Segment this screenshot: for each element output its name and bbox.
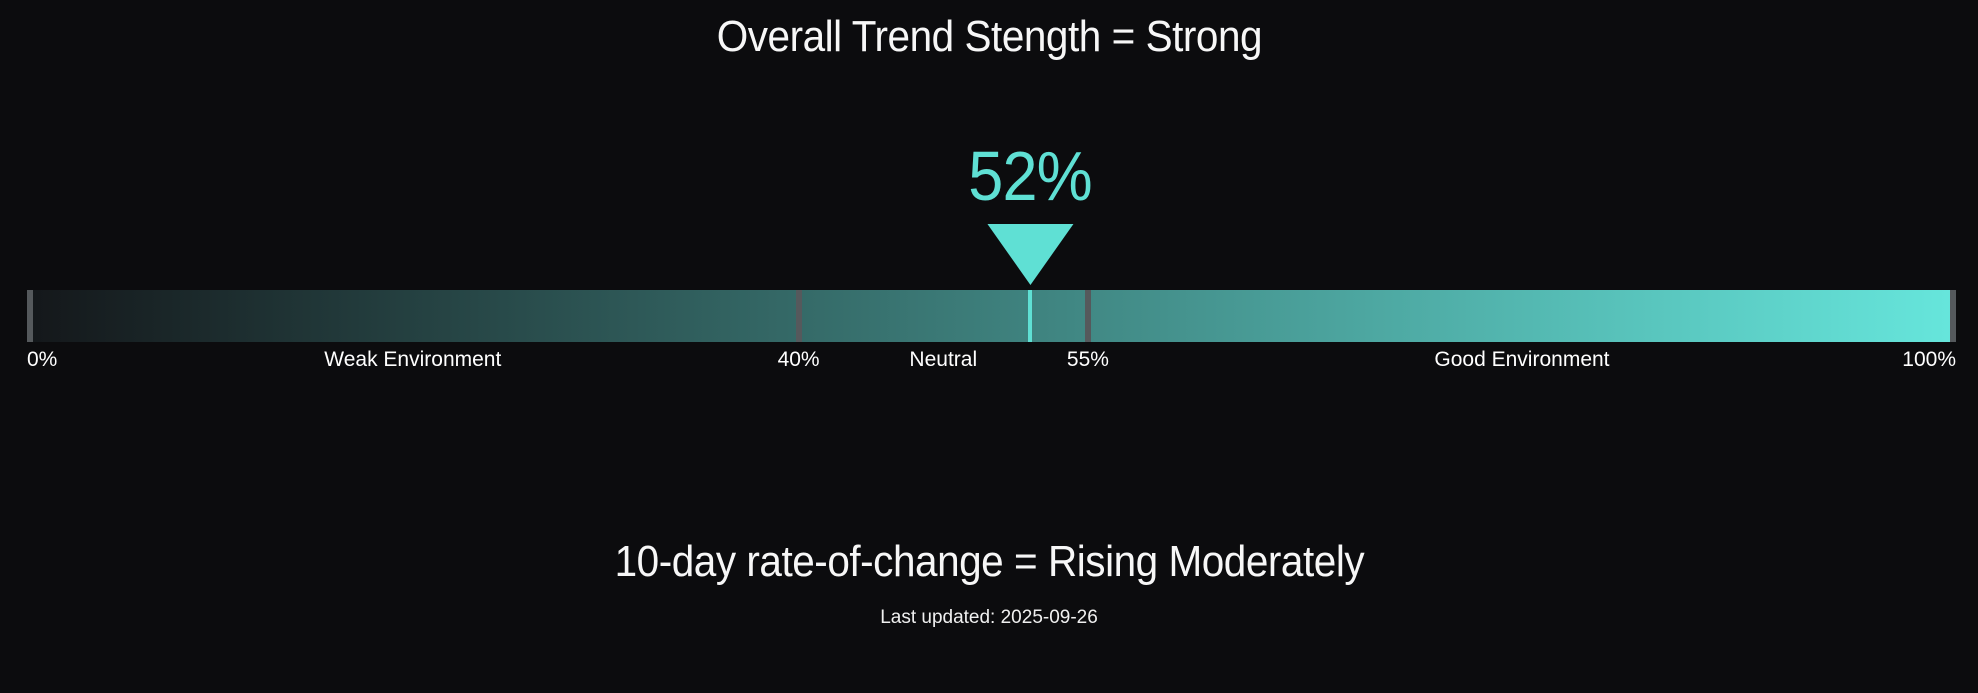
gauge-tick-55: [1084, 290, 1091, 342]
gauge-value-label: 52%: [962, 141, 1099, 211]
tick-label-40: 40%: [777, 348, 820, 371]
zone-label-good-environment: Good Environment: [1434, 348, 1610, 371]
tick-label-55: 55%: [1066, 348, 1109, 371]
page-title-text: Overall Trend Stength = Strong: [716, 12, 1262, 61]
down-arrow-icon: [987, 224, 1074, 285]
tick-label-100: 100%: [1902, 348, 1956, 371]
gauge-area: 52% 0% 40% 55% 100% Weak Environment Neutral G…: [27, 0, 1956, 693]
gauge-gradient-bar: [27, 290, 1956, 342]
gauge-tick-100: [1950, 290, 1956, 342]
zone-label-weak-environment: Weak Environment: [324, 348, 502, 371]
gauge-value-text: 52%: [968, 137, 1092, 215]
gauge-current-value-line: [1028, 290, 1033, 342]
tick-label-0: 0%: [27, 348, 58, 371]
last-updated-label: Last updated: 2025-09-26: [880, 607, 1098, 628]
rate-of-change-text: 10-day rate-of-change = Rising Moderatel…: [614, 537, 1364, 586]
page-title: Overall Trend Stength = Strong: [0, 12, 1978, 63]
gauge-axis-labels: 0% 40% 55% 100% Weak Environment Neutral Good …: [27, 347, 1956, 377]
gauge-value-marker: 52%: [962, 141, 1099, 285]
rate-of-change-subtitle: 10-day rate-of-change = Rising Moderatel…: [0, 537, 1978, 588]
zone-label-neutral: Neutral: [909, 348, 978, 371]
gauge-tick-0: [27, 290, 33, 342]
gauge-tick-40: [795, 290, 802, 342]
